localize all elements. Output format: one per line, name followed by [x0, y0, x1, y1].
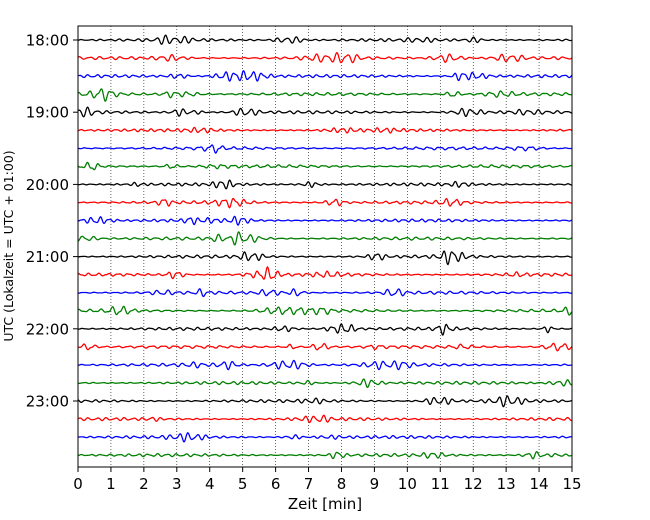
trace-line	[77, 231, 573, 246]
trace-line	[77, 106, 573, 118]
y-axis-title: UTC (Lokalzeit = UTC + 01:00)	[1, 150, 16, 341]
trace-line	[77, 52, 573, 64]
trace-line	[77, 323, 573, 336]
x-tick-label: 13	[497, 475, 516, 493]
trace-line	[77, 126, 573, 134]
trace-line	[77, 359, 573, 371]
y-tick-label: 18:00	[26, 32, 69, 50]
y-tick-label: 22:00	[26, 320, 69, 338]
trace-line	[77, 179, 573, 190]
y-tick-label: 21:00	[26, 248, 69, 266]
x-tick-label: 4	[205, 475, 215, 493]
trace-line	[77, 88, 573, 103]
plot-frame	[77, 25, 573, 468]
x-tick-label: 12	[464, 475, 483, 493]
x-tick-label: 10	[398, 475, 417, 493]
trace-line	[78, 288, 573, 298]
trace-line	[77, 144, 573, 154]
x-tick-label: 9	[370, 475, 380, 493]
y-axis: 18:00 19:00 20:00 21:00 22:00 23:00	[26, 32, 78, 411]
trace-line	[77, 395, 573, 408]
trace-line	[77, 161, 573, 171]
y-tick-label: 20:00	[26, 176, 69, 194]
x-axis: 0 1 2 3 4 5 6 7 8 9 10 11 12 13 14 15	[73, 467, 582, 493]
x-tick-label: 1	[106, 475, 116, 493]
trace-line	[77, 250, 573, 266]
trace-line	[77, 70, 573, 82]
x-tick-label: 6	[271, 475, 281, 493]
trace-line	[77, 378, 573, 388]
trace-line	[77, 414, 573, 424]
trace-line	[77, 265, 573, 280]
x-tick-label: 14	[530, 475, 549, 493]
trace-line	[77, 34, 573, 45]
x-axis-title: Zeit [min]	[288, 495, 362, 513]
trace-line	[77, 342, 573, 352]
y-tick-label: 23:00	[26, 393, 69, 411]
y-tick-label: 19:00	[26, 104, 69, 122]
x-tick-label: 11	[431, 475, 450, 493]
x-tick-label: 7	[304, 475, 314, 493]
trace-line	[77, 215, 573, 226]
x-tick-label: 8	[337, 475, 347, 493]
x-tick-label: 15	[562, 475, 581, 493]
trace-line	[77, 451, 573, 460]
x-tick-label: 0	[73, 475, 83, 493]
x-tick-label: 5	[238, 475, 248, 493]
trace-line	[77, 305, 573, 316]
trace-line	[77, 431, 573, 443]
x-tick-label: 3	[172, 475, 182, 493]
trace-line	[77, 197, 573, 209]
trace-layer	[77, 34, 573, 460]
x-tick-label: 2	[139, 475, 149, 493]
